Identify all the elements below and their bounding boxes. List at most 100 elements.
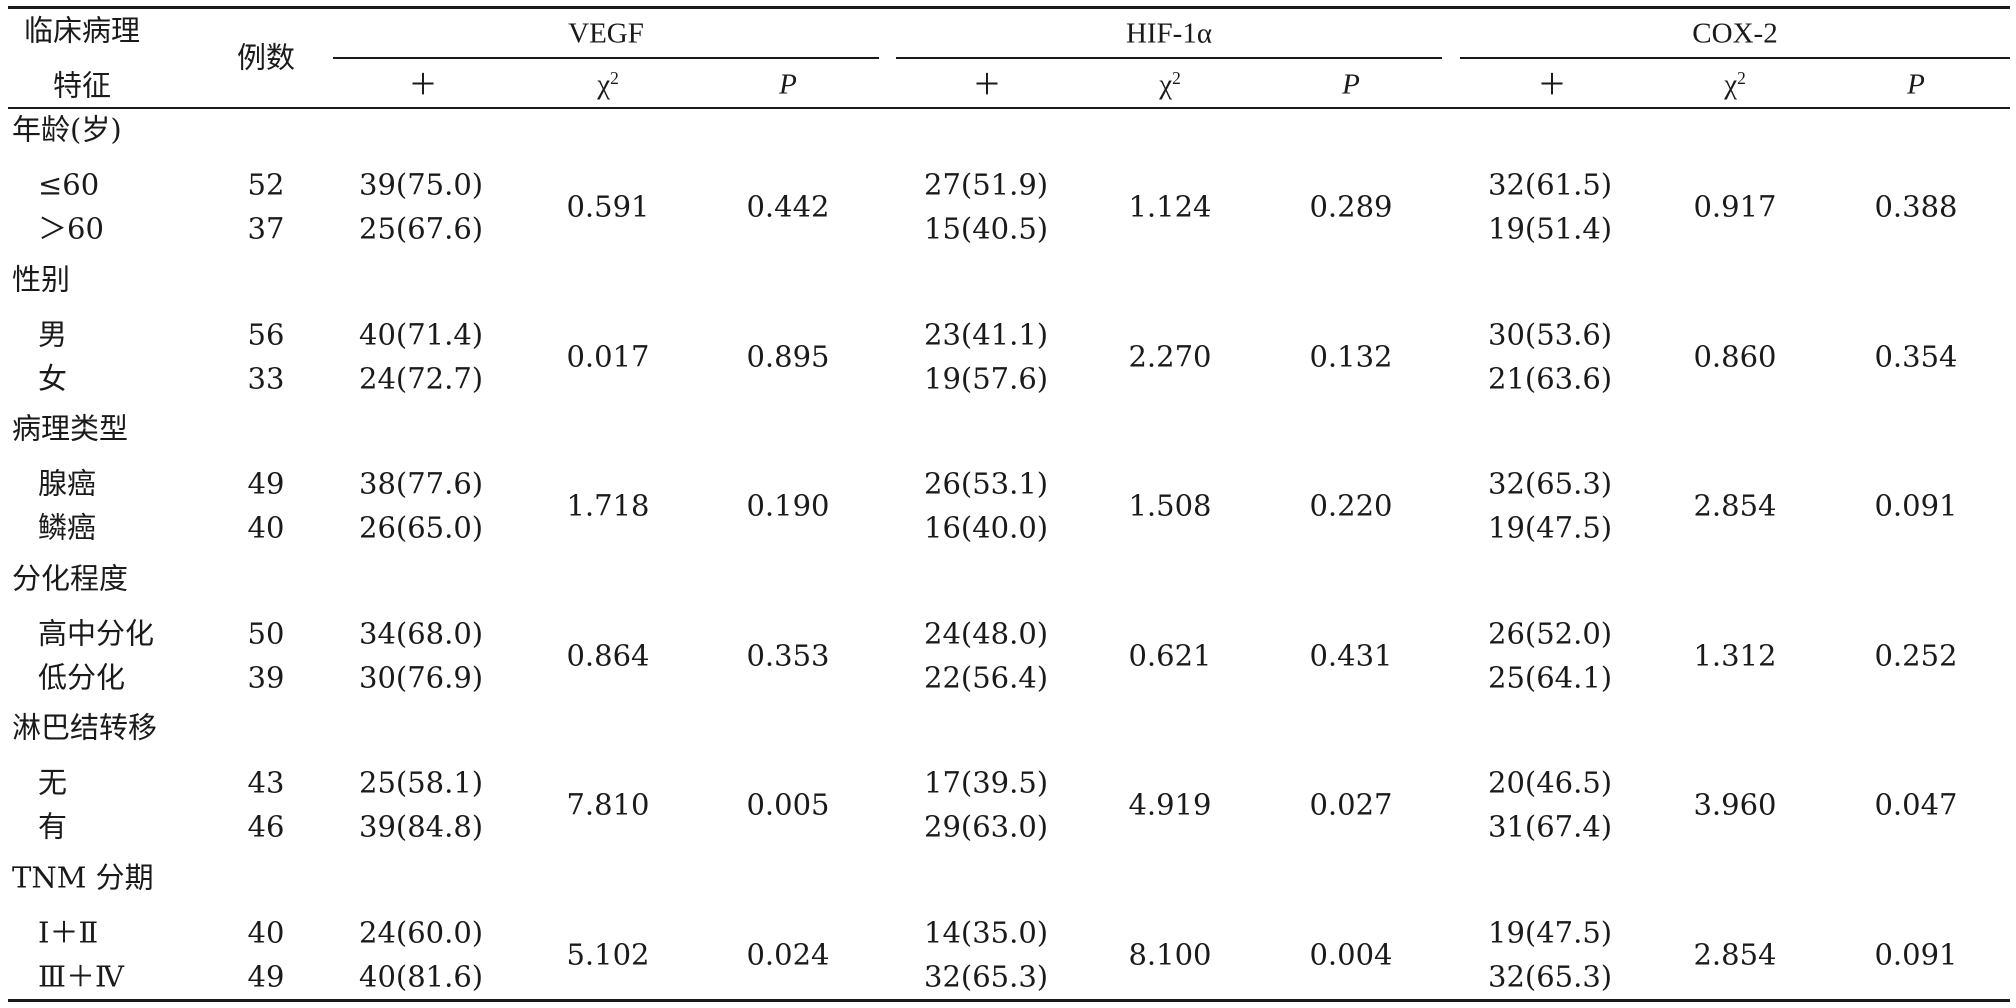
vegf-group-rule bbox=[333, 57, 879, 59]
header-feature-line1: 临床病理 bbox=[23, 13, 141, 48]
cell-hif-positive: 23(41.1) bbox=[924, 317, 1049, 351]
cell-cases: 40 bbox=[247, 915, 285, 949]
header-hif: HIF-1α bbox=[1125, 17, 1213, 50]
header-vegf-chi: χ2 bbox=[597, 67, 619, 101]
cell-cox-p-value: 0.091 bbox=[1874, 488, 1958, 523]
cell-cases: 49 bbox=[247, 466, 285, 501]
cell-cox-positive: 30(53.6) bbox=[1488, 317, 1613, 351]
cell-vegf-chi-square: 7.810 bbox=[566, 787, 650, 822]
cell-cases: 33 bbox=[247, 361, 285, 395]
cell-hif-chi-square: 2.270 bbox=[1128, 339, 1212, 373]
cell-vegf-positive: 25(67.6) bbox=[359, 211, 484, 246]
cell-cox-positive: 19(51.4) bbox=[1488, 211, 1613, 246]
top-rule bbox=[8, 6, 2010, 9]
cell-cox-positive: 19(47.5) bbox=[1488, 510, 1613, 545]
row-label: 有 bbox=[38, 809, 68, 844]
cell-cases: 56 bbox=[247, 317, 285, 351]
cell-vegf-p-value: 0.895 bbox=[746, 339, 830, 373]
cell-cases: 37 bbox=[247, 211, 285, 246]
cell-hif-p-value: 0.132 bbox=[1309, 339, 1393, 373]
cell-cox-chi-square: 0.860 bbox=[1693, 339, 1777, 373]
section-title: 病理类型 bbox=[12, 411, 129, 446]
row-label: 无 bbox=[38, 765, 68, 800]
cell-vegf-positive: 24(60.0) bbox=[359, 915, 484, 949]
cell-vegf-p-value: 0.005 bbox=[746, 787, 830, 822]
cell-vegf-positive: 34(68.0) bbox=[359, 616, 484, 650]
cell-cox-chi-square: 1.312 bbox=[1693, 638, 1777, 672]
row-label: ＞60 bbox=[38, 211, 104, 246]
cell-cox-positive: 31(67.4) bbox=[1488, 809, 1613, 844]
cell-hif-positive: 19(57.6) bbox=[924, 361, 1049, 395]
cell-vegf-chi-square: 0.864 bbox=[566, 638, 650, 672]
header-vegf-plus: ＋ bbox=[408, 67, 438, 102]
cell-hif-positive: 14(35.0) bbox=[924, 915, 1049, 949]
cell-cases: 49 bbox=[247, 959, 285, 993]
cell-cox-chi-square: 3.960 bbox=[1693, 787, 1777, 822]
header-vegf: VEGF bbox=[568, 17, 644, 50]
section-title: 分化程度 bbox=[12, 561, 129, 595]
cell-vegf-p-value: 0.024 bbox=[746, 937, 830, 971]
cell-vegf-positive: 39(75.0) bbox=[359, 167, 484, 202]
header-hif-chi: χ2 bbox=[1159, 67, 1181, 101]
header-cox: COX-2 bbox=[1692, 17, 1778, 50]
cell-cox-positive: 19(47.5) bbox=[1488, 915, 1613, 949]
cell-cases: 40 bbox=[247, 510, 285, 545]
cell-hif-positive: 24(48.0) bbox=[924, 616, 1049, 650]
row-label: 男 bbox=[38, 317, 68, 351]
row-label: 女 bbox=[38, 361, 68, 395]
cell-cox-chi-square: 0.917 bbox=[1693, 189, 1777, 224]
cell-vegf-positive: 30(76.9) bbox=[359, 660, 484, 694]
cell-hif-positive: 15(40.5) bbox=[924, 211, 1049, 246]
cell-hif-positive: 17(39.5) bbox=[924, 765, 1049, 800]
section-title: 淋巴结转移 bbox=[12, 710, 158, 745]
cell-cox-chi-square: 2.854 bbox=[1693, 937, 1777, 971]
cell-cases: 43 bbox=[247, 765, 285, 800]
cell-vegf-p-value: 0.190 bbox=[746, 488, 830, 523]
row-label: ≤60 bbox=[38, 167, 100, 202]
cell-vegf-p-value: 0.442 bbox=[746, 189, 830, 224]
cell-cox-positive: 20(46.5) bbox=[1488, 765, 1613, 800]
cell-hif-chi-square: 1.508 bbox=[1128, 488, 1212, 523]
bottom-rule bbox=[8, 999, 2010, 1002]
cell-vegf-positive: 26(65.0) bbox=[359, 510, 484, 545]
row-label: 腺癌 bbox=[38, 466, 97, 501]
row-label: Ⅲ＋Ⅳ bbox=[38, 959, 124, 993]
header-hif-plus: ＋ bbox=[972, 67, 1002, 102]
cell-hif-chi-square: 0.621 bbox=[1128, 638, 1212, 672]
row-label: 高中分化 bbox=[38, 616, 155, 650]
cell-vegf-positive: 24(72.7) bbox=[359, 361, 484, 395]
header-vegf-p: P bbox=[779, 68, 797, 101]
header-hif-p: P bbox=[1342, 68, 1360, 101]
header-cox-p: P bbox=[1907, 68, 1925, 101]
cell-hif-p-value: 0.004 bbox=[1309, 937, 1393, 971]
cell-cox-positive: 21(63.6) bbox=[1488, 361, 1613, 395]
cell-vegf-positive: 25(58.1) bbox=[359, 765, 484, 800]
cell-cox-positive: 26(52.0) bbox=[1488, 616, 1613, 650]
cell-hif-positive: 22(56.4) bbox=[924, 660, 1049, 694]
cell-hif-positive: 32(65.3) bbox=[924, 959, 1049, 993]
cell-hif-chi-square: 4.919 bbox=[1128, 787, 1212, 822]
cell-vegf-chi-square: 0.017 bbox=[566, 339, 650, 373]
cell-hif-p-value: 0.220 bbox=[1309, 488, 1393, 523]
cell-hif-positive: 26(53.1) bbox=[924, 466, 1049, 501]
hif-group-rule bbox=[896, 57, 1442, 59]
cell-vegf-positive: 40(81.6) bbox=[359, 959, 484, 993]
cell-hif-chi-square: 1.124 bbox=[1128, 189, 1212, 224]
cell-vegf-p-value: 0.353 bbox=[746, 638, 830, 672]
header-rule bbox=[8, 107, 2010, 109]
row-label: 鳞癌 bbox=[38, 510, 97, 545]
cell-cox-p-value: 0.252 bbox=[1874, 638, 1958, 672]
cell-hif-positive: 16(40.0) bbox=[924, 510, 1049, 545]
section-title: 年龄(岁) bbox=[12, 112, 122, 147]
cell-cox-positive: 32(61.5) bbox=[1488, 167, 1613, 202]
cell-vegf-positive: 39(84.8) bbox=[359, 809, 484, 844]
cell-cases: 52 bbox=[247, 167, 285, 202]
cox-group-rule bbox=[1460, 57, 2010, 59]
cell-vegf-positive: 40(71.4) bbox=[359, 317, 484, 351]
cell-cox-p-value: 0.047 bbox=[1874, 787, 1958, 822]
cell-cases: 50 bbox=[247, 616, 285, 650]
cell-hif-positive: 29(63.0) bbox=[924, 809, 1049, 844]
section-title: TNM 分期 bbox=[12, 860, 154, 894]
cell-cox-positive: 32(65.3) bbox=[1488, 959, 1613, 993]
cell-cox-p-value: 0.388 bbox=[1874, 189, 1958, 224]
